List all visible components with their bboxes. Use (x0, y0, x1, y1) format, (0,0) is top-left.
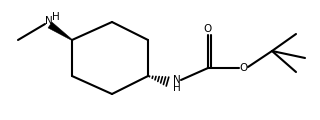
Polygon shape (48, 22, 72, 40)
Text: N: N (45, 16, 53, 26)
Text: H: H (52, 12, 60, 22)
Text: O: O (239, 63, 247, 73)
Text: O: O (204, 24, 212, 34)
Text: N: N (173, 75, 181, 85)
Text: H: H (173, 83, 181, 93)
